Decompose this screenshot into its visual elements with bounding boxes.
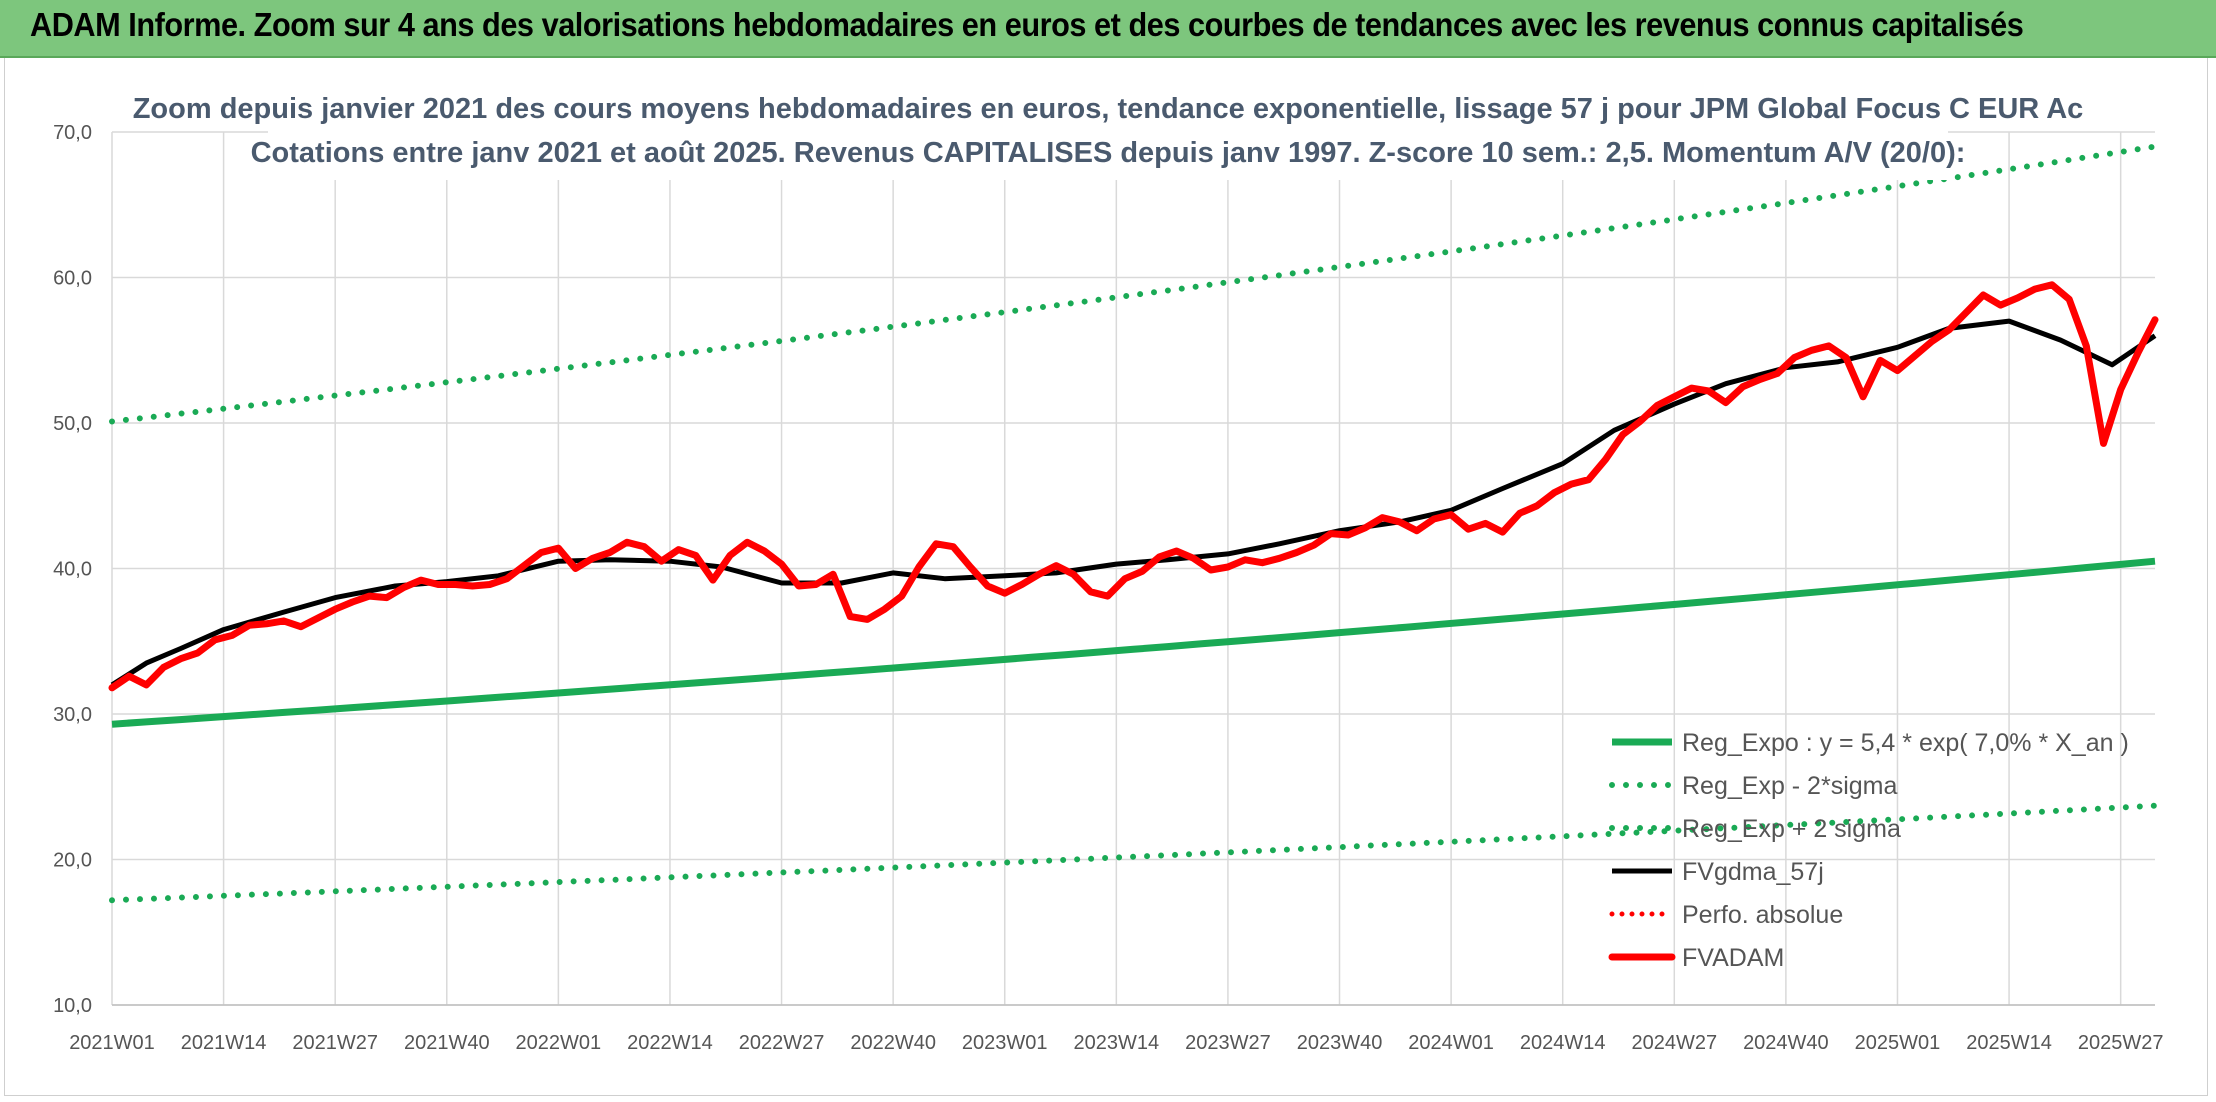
x-tick-label: 2021W01: [69, 1032, 155, 1054]
series-line-reg-expo: [111, 557, 2156, 728]
x-tick-label: 2023W14: [1074, 1032, 1160, 1054]
legend-label: FVgdma_57j: [1682, 858, 1824, 886]
y-axis: 10,0 20,0 30,0 40,0 50,0 60,0 70,0: [53, 122, 92, 1017]
x-tick-label: 2022W27: [739, 1032, 825, 1054]
y-tick-label: 30,0: [53, 704, 92, 726]
y-tick-label: 50,0: [53, 413, 92, 435]
y-tick-label: 60,0: [53, 268, 92, 290]
x-axis: 2021W01 2021W14 2021W27 2021W40 2022W01 2022W…: [69, 1004, 2164, 1054]
x-tick-label: 2025W14: [1966, 1032, 2052, 1054]
x-tick-label: 2025W27: [2078, 1032, 2164, 1054]
legend-label: Perfo. absolue: [1682, 901, 1843, 929]
x-tick-label: 2023W40: [1297, 1032, 1383, 1054]
y-tick-label: 40,0: [53, 559, 92, 581]
legend-label: Reg_Expo : y = 5,4 * exp( 7,0% * X_an ): [1682, 729, 2129, 757]
x-tick-label: 2024W27: [1631, 1032, 1717, 1054]
x-tick-label: 2022W14: [627, 1032, 713, 1054]
y-tick-label: 10,0: [53, 995, 92, 1017]
chart-title-line2: Cotations entre janv 2021 et août 2025. …: [251, 137, 1966, 169]
x-tick-label: 2024W14: [1520, 1032, 1606, 1054]
series: [108, 143, 2159, 904]
y-tick-label: 20,0: [53, 850, 92, 872]
legend-label: Reg_Exp - 2*sigma: [1682, 772, 1897, 800]
legend-label: FVADAM: [1682, 944, 1784, 972]
banner: ADAM Informe. Zoom sur 4 ans des valoris…: [0, 0, 2216, 58]
chart-frame: [4, 58, 2208, 1096]
grid: [111, 131, 2155, 1006]
x-tick-label: 2025W01: [1855, 1032, 1941, 1054]
series-line-reg-exp: [109, 143, 2158, 425]
x-tick-label: 2021W27: [292, 1032, 378, 1054]
chart-title-line1: Zoom depuis janvier 2021 des cours moyen…: [133, 93, 2084, 125]
x-tick-label: 2024W40: [1743, 1032, 1829, 1054]
x-tick-label: 2022W40: [850, 1032, 936, 1054]
title-background: [268, 80, 1948, 180]
x-tick-label: 2023W01: [962, 1032, 1048, 1054]
legend: Reg_Expo : y = 5,4 * exp( 7,0% * X_an ) R…: [1608, 729, 2129, 972]
series-line-fvgdma-57j: [110, 318, 2157, 688]
series-line-reg-exp: [109, 802, 2158, 904]
x-tick-label: 2021W14: [181, 1032, 267, 1054]
x-tick-label: 2022W01: [516, 1032, 602, 1054]
x-tick-label: 2023W27: [1185, 1032, 1271, 1054]
x-tick-label: 2024W01: [1408, 1032, 1494, 1054]
series-line-fvadam: [108, 281, 2159, 692]
banner-title: ADAM Informe. Zoom sur 4 ans des valoris…: [30, 6, 2024, 43]
y-tick-label: 70,0: [53, 122, 92, 144]
legend-label: Reg_Exp + 2 sigma: [1682, 815, 1901, 843]
x-tick-label: 2021W40: [404, 1032, 490, 1054]
